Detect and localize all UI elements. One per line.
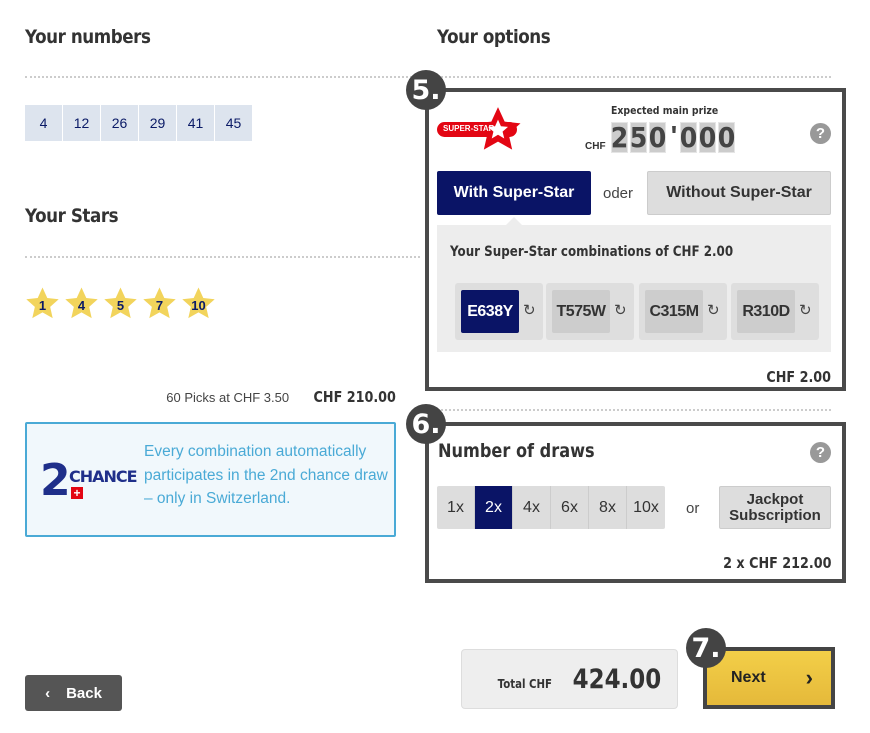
star-icon: 1 bbox=[24, 286, 61, 322]
step-7-badge: 7. bbox=[686, 628, 726, 668]
number: 45 bbox=[215, 105, 253, 141]
refresh-icon[interactable]: ↻ bbox=[614, 302, 627, 319]
divider bbox=[25, 256, 420, 258]
combination-item[interactable]: E638Y ↻ bbox=[455, 283, 543, 340]
picks-total: CHF 210.00 bbox=[313, 388, 396, 406]
refresh-icon[interactable]: ↻ bbox=[523, 302, 536, 319]
second-chance-box: 2 CHANCE + Every combination automatical… bbox=[25, 422, 396, 537]
number: 26 bbox=[101, 105, 139, 141]
super-star-subtotal: CHF 2.00 bbox=[766, 368, 831, 386]
next-button[interactable]: Next › bbox=[703, 647, 835, 709]
combination-item[interactable]: C315M ↻ bbox=[639, 283, 727, 340]
draws-subtotal: 2 x CHF 212.00 bbox=[722, 554, 831, 572]
number: 29 bbox=[139, 105, 177, 141]
star-icon: 10 bbox=[180, 286, 217, 322]
panel-pointer bbox=[505, 217, 523, 226]
picks-summary: 60 Picks at CHF 3.50 CHF 210.00 bbox=[166, 388, 396, 406]
or-label: or bbox=[686, 500, 700, 517]
draws-selector: 1x 2x 4x 6x 8x 10x bbox=[437, 486, 665, 529]
draws-option-2x[interactable]: 2x bbox=[475, 486, 513, 529]
numbers-list: 4 12 26 29 41 45 bbox=[25, 105, 253, 141]
combinations-title: Your Super-Star combinations of CHF 2.00 bbox=[450, 244, 734, 260]
refresh-icon[interactable]: ↻ bbox=[799, 302, 812, 319]
combination-code[interactable]: E638Y bbox=[461, 290, 519, 333]
draws-option-6x[interactable]: 6x bbox=[551, 486, 589, 529]
number: 4 bbox=[25, 105, 63, 141]
draws-option-10x[interactable]: 10x bbox=[627, 486, 665, 529]
divider bbox=[437, 409, 831, 411]
star-icon: 4 bbox=[63, 286, 100, 322]
expected-label: Expected main prize bbox=[611, 104, 719, 117]
total-value: 424.00 bbox=[572, 664, 661, 695]
with-super-star-button[interactable]: With Super-Star bbox=[437, 171, 591, 215]
number: 41 bbox=[177, 105, 215, 141]
total-box: Total CHF 424.00 bbox=[461, 649, 678, 709]
star-icon: 7 bbox=[141, 286, 178, 322]
draws-title: Number of draws bbox=[438, 440, 595, 462]
picks-text: 60 Picks at CHF 3.50 bbox=[166, 390, 290, 405]
combination-item[interactable]: R310D ↻ bbox=[731, 283, 819, 340]
total-label: Total CHF bbox=[497, 677, 552, 691]
combination-item[interactable]: T575W ↻ bbox=[546, 283, 634, 340]
step-6-badge: 6. bbox=[406, 404, 446, 444]
chevron-left-icon: ‹ bbox=[45, 684, 51, 702]
super-star-logo: SUPER-STAR bbox=[437, 105, 527, 155]
combination-code[interactable]: R310D bbox=[737, 290, 795, 333]
stars-title: Your Stars bbox=[25, 205, 119, 227]
back-button[interactable]: ‹ Back bbox=[25, 675, 122, 711]
second-chance-logo: 2 CHANCE + bbox=[40, 455, 138, 506]
number: 12 bbox=[63, 105, 101, 141]
numbers-title: Your numbers bbox=[25, 26, 151, 48]
refresh-icon[interactable]: ↻ bbox=[707, 302, 720, 319]
combination-code[interactable]: C315M bbox=[645, 290, 703, 333]
options-title: Your options bbox=[437, 26, 551, 48]
divider bbox=[437, 76, 831, 78]
divider bbox=[25, 76, 420, 78]
help-icon[interactable]: ? bbox=[810, 442, 831, 463]
prize-currency: CHF bbox=[585, 141, 606, 152]
draws-option-1x[interactable]: 1x bbox=[437, 486, 475, 529]
second-chance-text: Every combination automatically particip… bbox=[144, 443, 388, 507]
jackpot-subscription-button[interactable]: Jackpot Subscription bbox=[719, 486, 831, 529]
chevron-right-icon: › bbox=[805, 665, 813, 690]
draws-option-8x[interactable]: 8x bbox=[589, 486, 627, 529]
stars-list: 1 4 5 7 10 bbox=[24, 286, 217, 322]
combination-code[interactable]: T575W bbox=[552, 290, 610, 333]
without-super-star-button[interactable]: Without Super-Star bbox=[647, 171, 831, 215]
help-icon[interactable]: ? bbox=[810, 123, 831, 144]
step-5-badge: 5. bbox=[406, 70, 446, 110]
star-icon: 5 bbox=[102, 286, 139, 322]
or-label: oder bbox=[603, 185, 634, 202]
draws-option-4x[interactable]: 4x bbox=[513, 486, 551, 529]
